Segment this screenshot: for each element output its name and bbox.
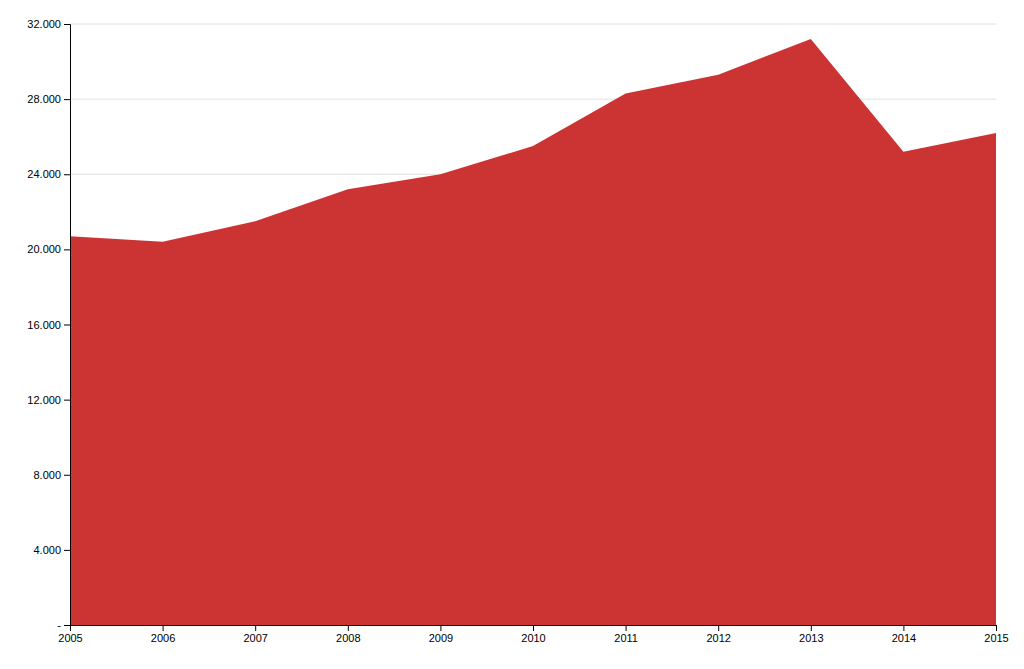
x-tick-label: 2009 (429, 632, 453, 644)
y-tick-label: 12.000 (27, 394, 61, 406)
y-axis-line (64, 25, 71, 626)
y-tick: 24.000 (27, 168, 70, 180)
y-tick-mark (64, 99, 70, 100)
y-tick: 12.000 (27, 394, 70, 406)
y-tick-label: 20.000 (27, 243, 61, 255)
x-axis-line (71, 626, 997, 632)
grid (70, 24, 996, 625)
y-tick: 28.000 (27, 93, 70, 105)
y-tick-mark (64, 325, 70, 326)
x-tick-mark (348, 625, 349, 631)
y-tick-mark (64, 174, 70, 175)
x-tick: 2008 (336, 625, 360, 644)
area (70, 39, 996, 625)
x-tick-label: 2011 (614, 632, 638, 644)
y-tick-label: - (57, 619, 61, 631)
x-tick-label: 2012 (706, 632, 730, 644)
y-tick: 20.000 (27, 243, 70, 255)
grid-line (70, 24, 996, 25)
y-tick-label: 16.000 (27, 319, 61, 331)
y-tick-mark (64, 625, 70, 626)
y-tick-mark (64, 400, 70, 401)
y-tick-label: 4.000 (33, 544, 61, 556)
y-tick: - (57, 619, 70, 631)
y-tick-mark (64, 249, 70, 250)
y-tick: 16.000 (27, 319, 70, 331)
x-tick: 2015 (984, 625, 1008, 644)
x-tick: 2011 (614, 625, 638, 644)
x-tick-label: 2007 (243, 632, 267, 644)
y-tick-label: 32.000 (27, 18, 61, 30)
marks (70, 39, 996, 625)
x-tick-mark (718, 625, 719, 631)
y-tick: 8.000 (33, 469, 70, 481)
x-tick-mark (255, 625, 256, 631)
x-tick-label: 2013 (799, 632, 823, 644)
y-tick-label: 24.000 (27, 168, 61, 180)
x-tick: 2014 (892, 625, 916, 644)
x-tick: 2010 (521, 625, 545, 644)
x-tick-label: 2006 (151, 632, 175, 644)
x-tick: 2009 (429, 625, 453, 644)
x-tick: 2005 (58, 625, 82, 644)
y-tick-label: 8.000 (33, 469, 61, 481)
y-tick-mark (64, 550, 70, 551)
x-tick-mark (996, 625, 997, 631)
x-tick-label: 2005 (58, 632, 82, 644)
x-tick-mark (533, 625, 534, 631)
x-tick: 2013 (799, 625, 823, 644)
x-tick-mark (163, 625, 164, 631)
x-tick: 2006 (151, 625, 175, 644)
x-tick-mark (811, 625, 812, 631)
y-tick-mark (64, 475, 70, 476)
x-tick-mark (440, 625, 441, 631)
plot: - 4.000 8.000 12.000 16.000 20.000 24.000 28.00… (27, 18, 1008, 644)
y-tick-mark (64, 24, 70, 25)
x-tick-label: 2015 (984, 632, 1008, 644)
y-tick: 32.000 (27, 18, 70, 30)
x-tick-label: 2008 (336, 632, 360, 644)
x-tick: 2007 (243, 625, 267, 644)
y-tick: 4.000 (33, 544, 70, 556)
x-axis: 2005 2006 2007 2008 2009 2010 2011 2012 2013 2014… (58, 625, 1008, 644)
x-tick-mark (70, 625, 71, 631)
x-tick-mark (903, 625, 904, 631)
chart: - 4.000 8.000 12.000 16.000 20.000 24.000 28.00… (0, 0, 1024, 669)
y-axis: - 4.000 8.000 12.000 16.000 20.000 24.000 28.00… (27, 18, 70, 631)
x-tick-mark (626, 625, 627, 631)
y-tick-label: 28.000 (27, 93, 61, 105)
x-tick-label: 2010 (521, 632, 545, 644)
x-tick-label: 2014 (892, 632, 916, 644)
x-tick: 2012 (706, 625, 730, 644)
